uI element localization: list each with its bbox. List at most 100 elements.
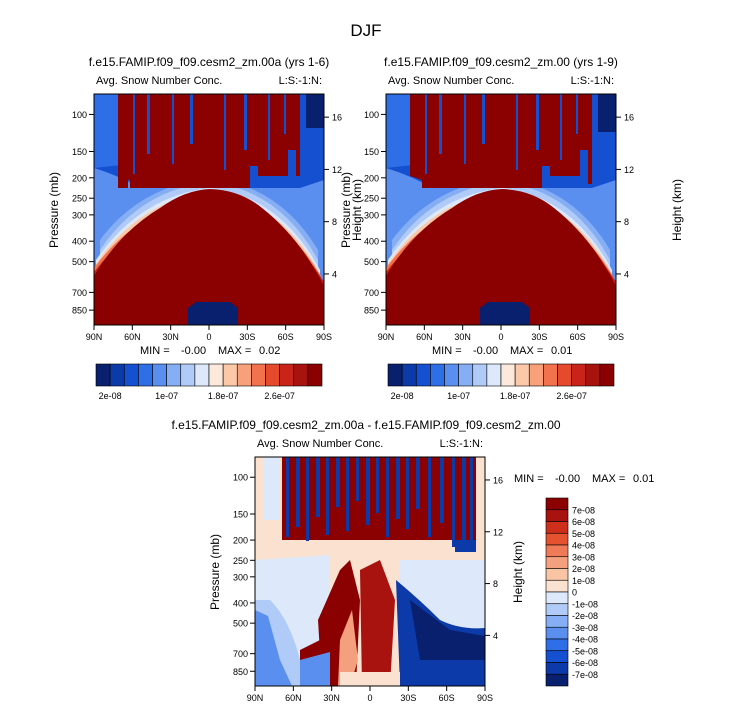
- y-tick-label: 100: [233, 473, 248, 483]
- y-tick-label: 500: [72, 257, 87, 267]
- colorbar-swatch: [123, 363, 139, 387]
- x-tick-label: 0: [367, 693, 372, 703]
- colorbar-label: 4e-08: [572, 541, 595, 551]
- y-right-tick-label: 16: [332, 113, 342, 123]
- colorbar-swatch: [545, 591, 569, 605]
- x-tick-label: 30S: [400, 693, 416, 703]
- y-tick-label: 400: [364, 237, 379, 247]
- colorbar-label: 2.6e-07: [556, 391, 587, 401]
- y-tick-label: 250: [364, 194, 379, 204]
- colorbar-swatch: [545, 532, 569, 546]
- colorbar-swatch: [545, 673, 569, 687]
- panel-2-max-value: 0.01: [551, 345, 572, 357]
- panel-2-ylabel: Pressure (mb): [339, 172, 353, 248]
- colorbar-swatch: [180, 363, 196, 387]
- colorbar-swatch: [415, 363, 431, 387]
- colorbar-label: 0: [572, 588, 577, 598]
- y-tick-label: 700: [233, 649, 248, 659]
- colorbar-label: -6e-08: [572, 658, 598, 668]
- panel-3-x-ticks: 90N 60N 30N 0 30S 60S 90S: [247, 686, 493, 703]
- panel-3-max-label: MAX =: [592, 473, 625, 485]
- colorbar-label: 2e-08: [99, 391, 122, 401]
- y-right-tick-label: 8: [332, 217, 337, 227]
- y-right-tick-label: 4: [624, 269, 629, 279]
- colorbar-label: 1e-08: [572, 576, 595, 586]
- colorbar-label: 1.8e-07: [208, 391, 239, 401]
- colorbar-swatch: [279, 363, 295, 387]
- x-tick-label: 90S: [608, 332, 624, 342]
- x-tick-label: 0: [206, 332, 211, 342]
- colorbar-swatch: [95, 363, 111, 387]
- panel-2-right-label: L:S:-1:N:: [571, 75, 614, 87]
- panel-1-right-label: L:S:-1:N:: [279, 75, 322, 87]
- x-tick-label: 90N: [86, 332, 103, 342]
- colorbar-swatch: [194, 363, 210, 387]
- x-tick-label: 30N: [162, 332, 179, 342]
- x-tick-label: 60N: [124, 332, 141, 342]
- colorbar-swatch: [458, 363, 474, 387]
- colorbar-label: 1.8e-07: [500, 391, 531, 401]
- y-tick-label: 850: [233, 667, 248, 677]
- colorbar-swatch: [545, 650, 569, 663]
- panel-3-min-label: MIN =: [514, 473, 544, 485]
- colorbar-label: 3e-08: [572, 552, 595, 562]
- y-right-tick-label: 12: [624, 165, 634, 175]
- colorbar-label: -7e-08: [572, 670, 598, 680]
- y-tick-label: 200: [72, 173, 87, 183]
- colorbar-swatch: [208, 363, 224, 387]
- panel-2-ylabel-right: Height (km): [670, 179, 684, 241]
- colorbar-swatch: [444, 363, 459, 387]
- colorbar-label: 7e-08: [572, 505, 595, 515]
- colorbar-swatch: [293, 363, 309, 387]
- colorbar-swatch: [528, 363, 544, 387]
- colorbar-swatch: [166, 363, 182, 387]
- colorbar-label: -5e-08: [572, 646, 598, 656]
- colorbar-swatch: [152, 363, 167, 387]
- x-tick-label: 90S: [316, 332, 332, 342]
- panel-2-colorbar: [387, 363, 615, 387]
- y-tick-label: 150: [233, 509, 248, 519]
- y-tick-label: 250: [233, 556, 248, 566]
- colorbar-swatch: [514, 363, 530, 387]
- colorbar-swatch: [265, 363, 280, 387]
- panel-1-min-value: -0.00: [181, 345, 206, 357]
- figure-title: DJF: [350, 21, 381, 40]
- y-tick-label: 500: [364, 257, 379, 267]
- colorbar-swatch: [543, 363, 558, 387]
- panel-3-ylabel-right: Height (km): [511, 541, 525, 603]
- x-tick-label: 60S: [439, 693, 455, 703]
- y-tick-label: 300: [72, 210, 87, 220]
- colorbar-swatch: [557, 363, 572, 387]
- x-tick-label: 0: [498, 332, 503, 342]
- panel-3-ylabel: Pressure (mb): [208, 534, 222, 610]
- colorbar-swatch: [545, 615, 569, 628]
- y-tick-label: 850: [364, 306, 379, 316]
- x-tick-label: 90N: [378, 332, 395, 342]
- colorbar-label: 2e-08: [391, 391, 414, 401]
- panel-1-max-value: 0.02: [259, 345, 280, 357]
- x-tick-label: 60S: [278, 332, 294, 342]
- colorbar-swatch: [109, 363, 125, 387]
- panel-2-field: [386, 94, 616, 325]
- colorbar-swatch: [585, 363, 601, 387]
- panel-3-title: f.e15.FAMIP.f09_f09.cesm2_zm.00a - f.e15…: [171, 418, 560, 432]
- x-tick-label: 30S: [531, 332, 547, 342]
- y-tick-label: 100: [364, 110, 379, 120]
- panel-2-colorbar-labels: 2e-08 1e-07 1.8e-07 2.6e-07: [391, 391, 587, 401]
- colorbar-swatch: [307, 363, 323, 387]
- y-tick-label: 100: [72, 110, 87, 120]
- y-tick-label: 200: [364, 173, 379, 183]
- colorbar-label: 5e-08: [572, 529, 595, 539]
- panel-1: f.e15.FAMIP.f09_f09.cesm2_zm.00a (yrs 1-…: [47, 55, 364, 401]
- y-tick-label: 300: [233, 572, 248, 582]
- panel-2-max-label: MAX =: [510, 345, 543, 357]
- panel-1-title: f.e15.FAMIP.f09_f09.cesm2_zm.00a (yrs 1-…: [89, 55, 330, 69]
- y-right-tick-label: 4: [332, 269, 337, 279]
- colorbar-label: -4e-08: [572, 635, 598, 645]
- x-tick-label: 60S: [570, 332, 586, 342]
- y-tick-label: 150: [72, 147, 87, 157]
- y-right-tick-label: 16: [624, 113, 634, 123]
- colorbar-swatch: [545, 579, 569, 593]
- colorbar-swatch: [251, 363, 266, 387]
- x-tick-label: 60N: [285, 693, 302, 703]
